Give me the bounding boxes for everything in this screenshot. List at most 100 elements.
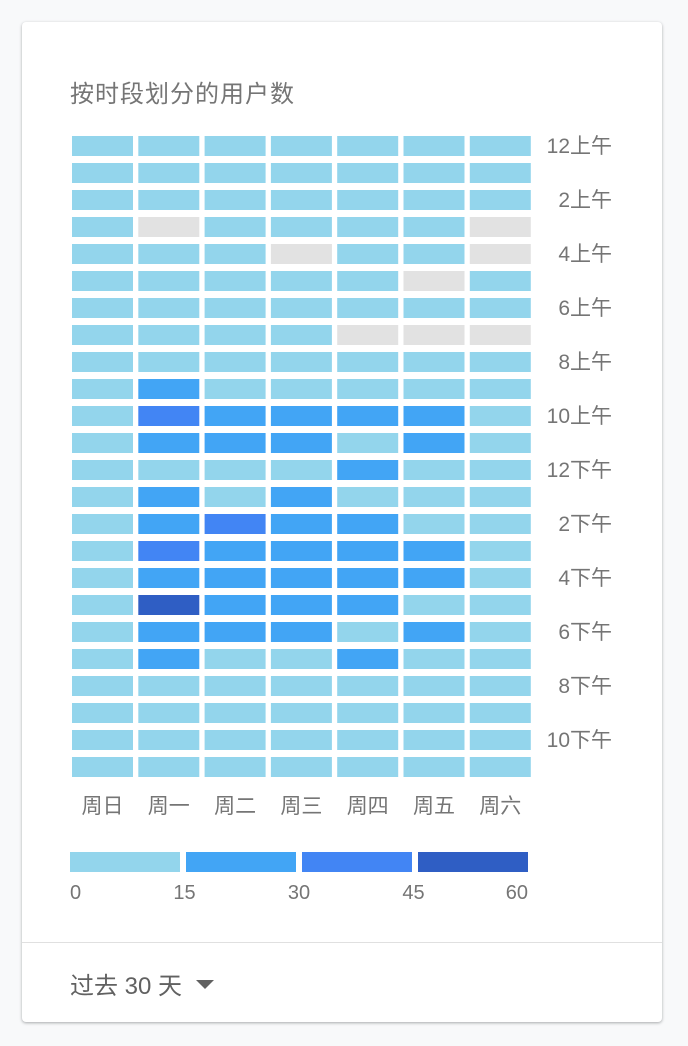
heatmap-cell xyxy=(469,487,531,507)
heatmap-cell xyxy=(337,676,399,696)
heatmap-cell xyxy=(204,217,266,237)
heatmap-cell xyxy=(72,730,133,750)
heatmap-cell xyxy=(72,460,133,480)
card-title: 按时段划分的用户数 xyxy=(70,81,295,108)
heatmap-cell xyxy=(469,136,531,156)
heatmap-cell xyxy=(138,514,200,534)
heatmap-cell xyxy=(270,433,332,453)
heatmap-cell xyxy=(204,595,266,615)
heatmap-cell xyxy=(204,352,266,372)
heatmap-cell xyxy=(72,703,133,723)
day-tick-label: 周一 xyxy=(148,795,190,818)
heatmap-cell xyxy=(204,460,266,480)
heatmap-cell xyxy=(270,487,332,507)
hour-tick-label: 12上午 xyxy=(547,135,612,158)
hour-tick-label: 8下午 xyxy=(558,675,612,698)
heatmap-cell xyxy=(337,730,399,750)
heatmap-cell xyxy=(337,622,399,642)
heatmap-cell xyxy=(469,622,531,642)
legend-swatch xyxy=(70,852,180,872)
heatmap-cell xyxy=(469,730,531,750)
heatmap-cell xyxy=(337,595,399,615)
heatmap-cell xyxy=(403,217,465,237)
heatmap-cell xyxy=(204,163,266,183)
heatmap-cell xyxy=(72,568,133,588)
heatmap-cell xyxy=(204,136,266,156)
legend-tick-label: 30 xyxy=(287,882,311,904)
heatmap-cell xyxy=(337,190,399,210)
legend-tick-label: 15 xyxy=(173,882,196,904)
heatmap-cell xyxy=(204,676,266,696)
heatmap-cell xyxy=(72,244,133,264)
hour-tick-label: 10下午 xyxy=(547,729,612,752)
heatmap-cell xyxy=(337,541,399,561)
heatmap-cell xyxy=(403,190,465,210)
heatmap-cell xyxy=(138,190,200,210)
legend-swatch xyxy=(302,852,412,872)
heatmap-cell xyxy=(72,406,133,426)
heatmap-cell xyxy=(204,514,266,534)
heatmap-cell xyxy=(337,352,399,372)
heatmap-cell xyxy=(72,757,133,777)
heatmap-cell xyxy=(270,676,332,696)
heatmap-cell xyxy=(337,433,399,453)
day-tick-label: 周日 xyxy=(82,795,124,818)
heatmap-cell xyxy=(337,568,399,588)
heatmap-cell xyxy=(469,649,531,669)
heatmap-cell xyxy=(204,541,266,561)
heatmap-cell xyxy=(337,244,399,264)
heatmap-cell xyxy=(138,649,200,669)
legend-tick-label: 60 xyxy=(505,882,528,904)
heatmap-cell xyxy=(138,244,200,264)
heatmap-cell xyxy=(270,649,332,669)
heatmap-cell xyxy=(403,406,465,426)
heatmap-cell xyxy=(72,163,133,183)
heatmap-cell xyxy=(270,298,332,318)
date-range-dropdown[interactable]: 过去 30 天 xyxy=(70,966,215,1001)
heatmap-cell xyxy=(469,433,531,453)
heatmap-cell xyxy=(72,190,133,210)
heatmap-cell xyxy=(138,271,200,291)
legend-swatch xyxy=(418,852,528,872)
heatmap-cell xyxy=(204,433,266,453)
heatmap-cell xyxy=(337,379,399,399)
heatmap-cell xyxy=(403,676,465,696)
heatmap-cell xyxy=(469,406,531,426)
heatmap-cell xyxy=(403,460,465,480)
heatmap-cell xyxy=(72,487,133,507)
heatmap-cell xyxy=(403,730,465,750)
heatmap-cell xyxy=(204,730,266,750)
heatmap-cell xyxy=(72,379,133,399)
heatmap-cell xyxy=(469,163,531,183)
users-by-time-card: 按时段划分的用户数 12上午 2上午 4上午 6上午 8上午 10上午 12下午 2下午 4下午… xyxy=(22,22,662,1022)
heatmap-cell xyxy=(337,271,399,291)
heatmap-cell xyxy=(204,271,266,291)
heatmap-cell xyxy=(138,325,200,345)
heatmap-cell xyxy=(204,406,266,426)
heatmap-cell xyxy=(337,217,399,237)
heatmap-cell xyxy=(270,730,332,750)
heatmap-cell xyxy=(337,298,399,318)
heatmap-cell xyxy=(337,325,399,345)
heatmap-cell xyxy=(72,676,133,696)
heatmap-cell xyxy=(72,433,133,453)
heatmap-cell xyxy=(138,217,200,237)
heatmap-cell xyxy=(337,163,399,183)
footer-divider xyxy=(22,942,662,943)
heatmap-cell xyxy=(204,325,266,345)
heatmap-cell xyxy=(270,568,332,588)
heatmap-cell xyxy=(270,352,332,372)
heatmap-cell xyxy=(469,568,531,588)
heatmap-cell xyxy=(270,757,332,777)
heatmap-cell xyxy=(403,325,465,345)
heatmap-cell xyxy=(469,298,531,318)
heatmap-cell xyxy=(72,217,133,237)
legend-tick-label: 45 xyxy=(402,882,425,904)
heatmap-cell xyxy=(469,676,531,696)
heatmap-cell xyxy=(270,271,332,291)
heatmap-cell xyxy=(270,622,332,642)
heatmap-cell xyxy=(204,649,266,669)
heatmap-cell xyxy=(138,703,200,723)
heatmap-cell xyxy=(403,271,465,291)
heatmap-cell xyxy=(469,379,531,399)
